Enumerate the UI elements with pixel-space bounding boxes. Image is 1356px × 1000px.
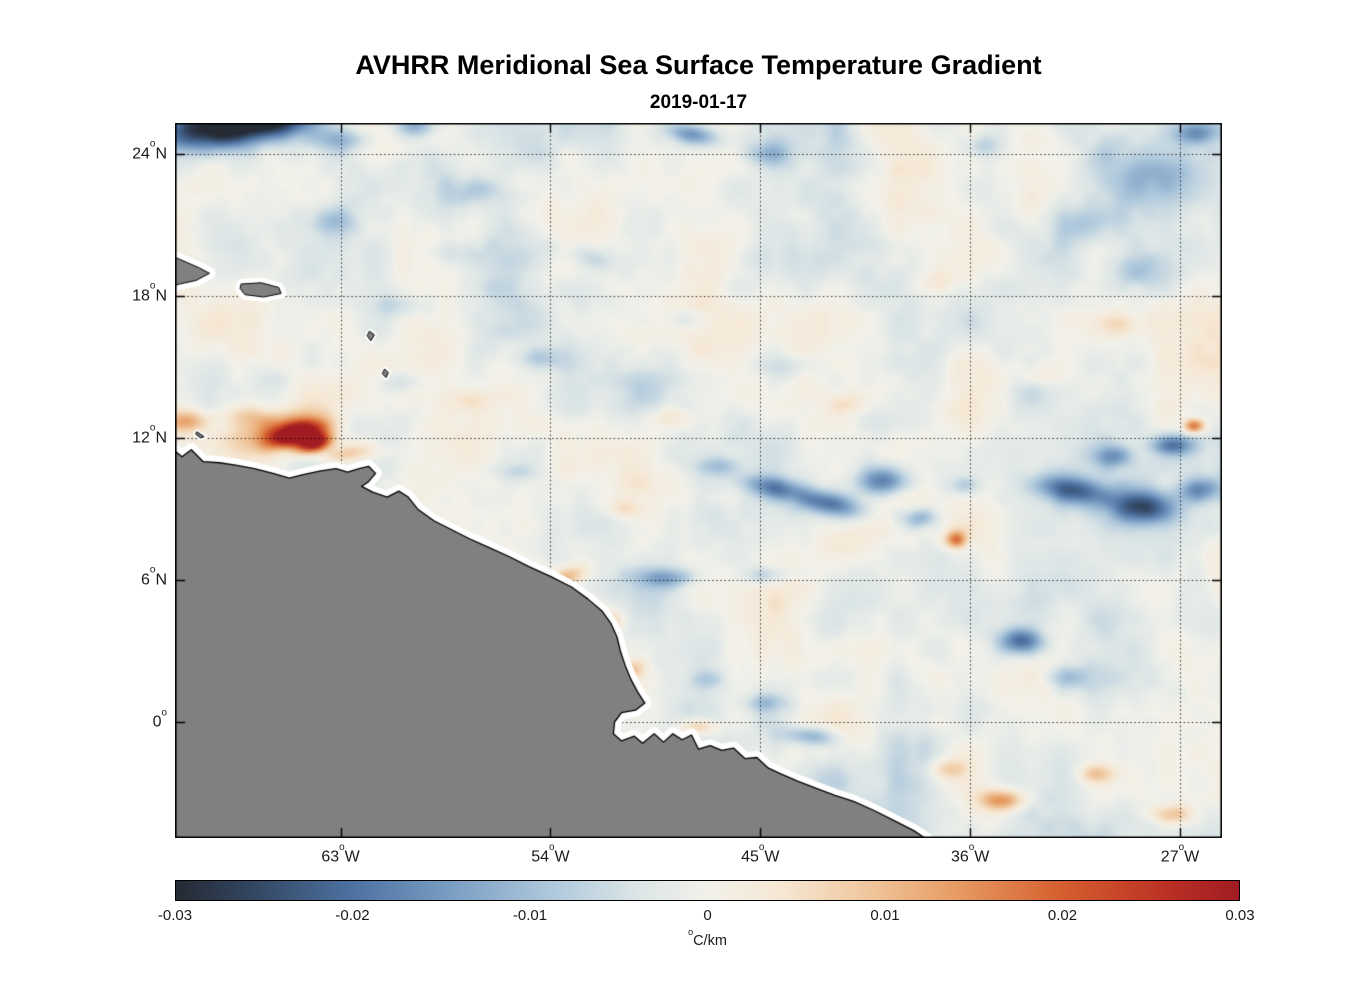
tick-value: 36 [950, 848, 969, 866]
unit-text: C/km [693, 932, 727, 949]
y-tick-label: 6oN [107, 565, 167, 589]
tick-value: 63 [321, 848, 340, 866]
tick-value: 54 [531, 848, 549, 866]
x-tick-label: 45oW [720, 842, 800, 866]
hemisphere-letter: N [155, 287, 167, 305]
colorbar [175, 880, 1240, 901]
colorbar-tick-label: -0.01 [512, 907, 548, 924]
colorbar-tick-label: 0.03 [1225, 907, 1255, 924]
tick-value: 24 [132, 145, 150, 163]
degree-symbol: o [149, 280, 156, 292]
tick-value: 6 [141, 571, 150, 589]
hemisphere-letter: W [764, 848, 780, 866]
tick-value: 0 [152, 713, 162, 731]
hemisphere-letter: W [974, 848, 990, 866]
colorbar-unit-label: oC/km [175, 927, 1240, 949]
y-tick-label: 0o [107, 707, 167, 731]
hemisphere-letter: W [554, 848, 570, 866]
degree-symbol: o [1178, 841, 1185, 853]
degree-symbol: o [758, 841, 765, 853]
degree-symbol: o [149, 138, 156, 150]
x-tick-label: 36oW [930, 842, 1010, 866]
hemisphere-letter: N [155, 571, 167, 589]
colorbar-tick-label: 0.02 [1047, 907, 1078, 924]
degree-symbol: o [339, 841, 345, 853]
y-tick-label: 24oN [107, 139, 167, 163]
y-tick-label: 18oN [107, 281, 167, 305]
degree-symbol: o [149, 422, 156, 434]
hemisphere-letter: W [344, 848, 360, 866]
tick-value: 45 [741, 848, 759, 866]
degree-symbol: o [149, 564, 156, 576]
y-tick-label: 12oN [107, 423, 167, 447]
colorbar-tick-label: 0 [703, 907, 712, 924]
colorbar-tick-label: -0.02 [335, 907, 370, 924]
x-tick-label: 54oW [510, 842, 590, 866]
x-tick-label: 27oW [1140, 842, 1220, 866]
tick-value: 27 [1160, 848, 1179, 866]
x-tick-label: 63oW [301, 842, 381, 866]
tick-value: 18 [132, 287, 150, 305]
hemisphere-letter: N [155, 429, 167, 447]
chart-title: AVHRR Meridional Sea Surface Temperature… [355, 50, 1042, 80]
degree-symbol: o [688, 926, 694, 937]
chart-date: 2019-01-17 [649, 92, 748, 113]
hemisphere-letter: W [1184, 848, 1200, 866]
map-canvas [175, 123, 1222, 838]
degree-symbol: o [161, 706, 167, 718]
hemisphere-letter: N [155, 145, 167, 163]
degree-symbol: o [968, 841, 975, 853]
tick-value: 12 [132, 429, 150, 447]
degree-symbol: o [549, 841, 555, 853]
colorbar-tick-label: -0.03 [157, 907, 193, 924]
colorbar-tick-label: 0.01 [870, 907, 900, 924]
